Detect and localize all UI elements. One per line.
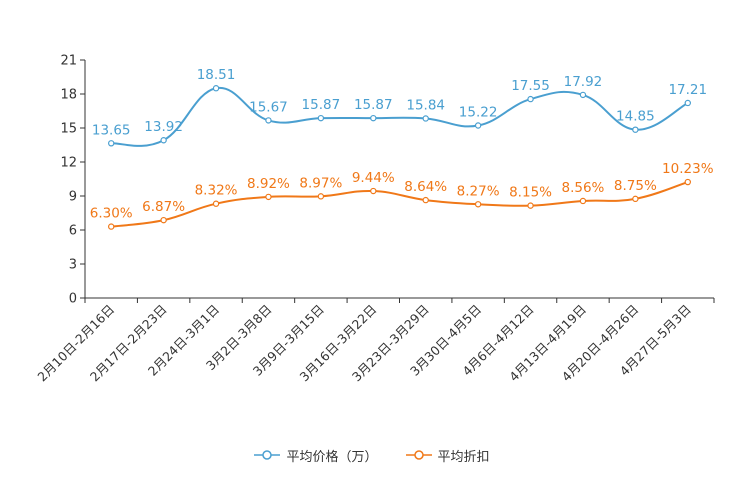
data-label: 9.44% [352,170,395,186]
data-point [265,193,272,201]
series-line-0 [111,87,689,147]
data-point [317,114,325,122]
y-tick-label: 12 [60,156,77,171]
data-point [474,122,482,129]
data-point [108,223,115,230]
data-label: 13.92 [144,119,183,135]
data-label: 8.32% [195,183,238,199]
data-label: 8.75% [614,178,657,194]
data-point [422,115,429,122]
legend-discount-marker [405,450,432,460]
data-point [108,140,115,147]
y-tick-label: 21 [60,54,77,69]
data-label: 17.92 [564,74,603,90]
data-point [632,195,639,203]
data-label: 8.15% [509,185,552,201]
data-point [212,200,220,207]
y-tick-label: 6 [69,224,77,239]
data-point [265,117,272,124]
series-line-1 [111,181,689,228]
data-point [160,137,167,144]
data-point [370,187,377,195]
data-point [527,202,534,209]
data-point [370,114,377,122]
data-point [632,126,639,133]
y-tick-label: 15 [60,122,77,137]
data-point [422,196,429,204]
data-label: 15.87 [302,97,341,113]
data-label: 8.64% [404,179,447,195]
data-label: 8.97% [299,175,342,191]
data-point [317,193,325,200]
data-point [684,99,691,107]
data-label: 8.27% [457,183,500,199]
data-point [579,91,587,99]
data-label: 6.30% [90,206,133,222]
legend-price-marker [254,450,281,460]
y-tick-label: 0 [69,292,77,307]
data-point [474,201,482,208]
y-tick-label: 18 [60,88,77,103]
data-point [579,197,587,205]
data-point [684,178,691,186]
legend-discount-label: 平均折扣 [437,449,490,465]
data-label: 14.85 [616,109,655,125]
data-point [212,85,220,92]
data-label: 10.23% [662,161,714,177]
data-label: 6.87% [142,199,185,215]
legend-item-price[interactable]: 平均价格（万） [254,446,378,465]
data-label: 17.21 [668,82,707,98]
data-label: 15.67 [249,99,288,115]
line-chart: 0369121518212月10日-2月16日2月17日-2月23日2月24日-… [34,54,715,384]
data-label: 17.55 [511,78,550,94]
legend-price-label: 平均价格（万） [286,449,378,465]
data-point [527,95,534,103]
data-label: 18.51 [197,67,236,83]
legend: 平均价格（万） 平均折扣 [0,444,744,466]
data-label: 8.92% [247,176,290,192]
data-point [160,216,167,224]
data-label: 8.56% [562,180,605,196]
data-label: 15.22 [459,105,498,121]
legend-item-discount[interactable]: 平均折扣 [405,446,490,465]
data-label: 15.84 [406,97,445,113]
data-label: 13.65 [92,122,131,138]
y-tick-label: 9 [69,190,77,205]
data-label: 15.87 [354,97,393,113]
y-tick-label: 3 [69,258,77,273]
